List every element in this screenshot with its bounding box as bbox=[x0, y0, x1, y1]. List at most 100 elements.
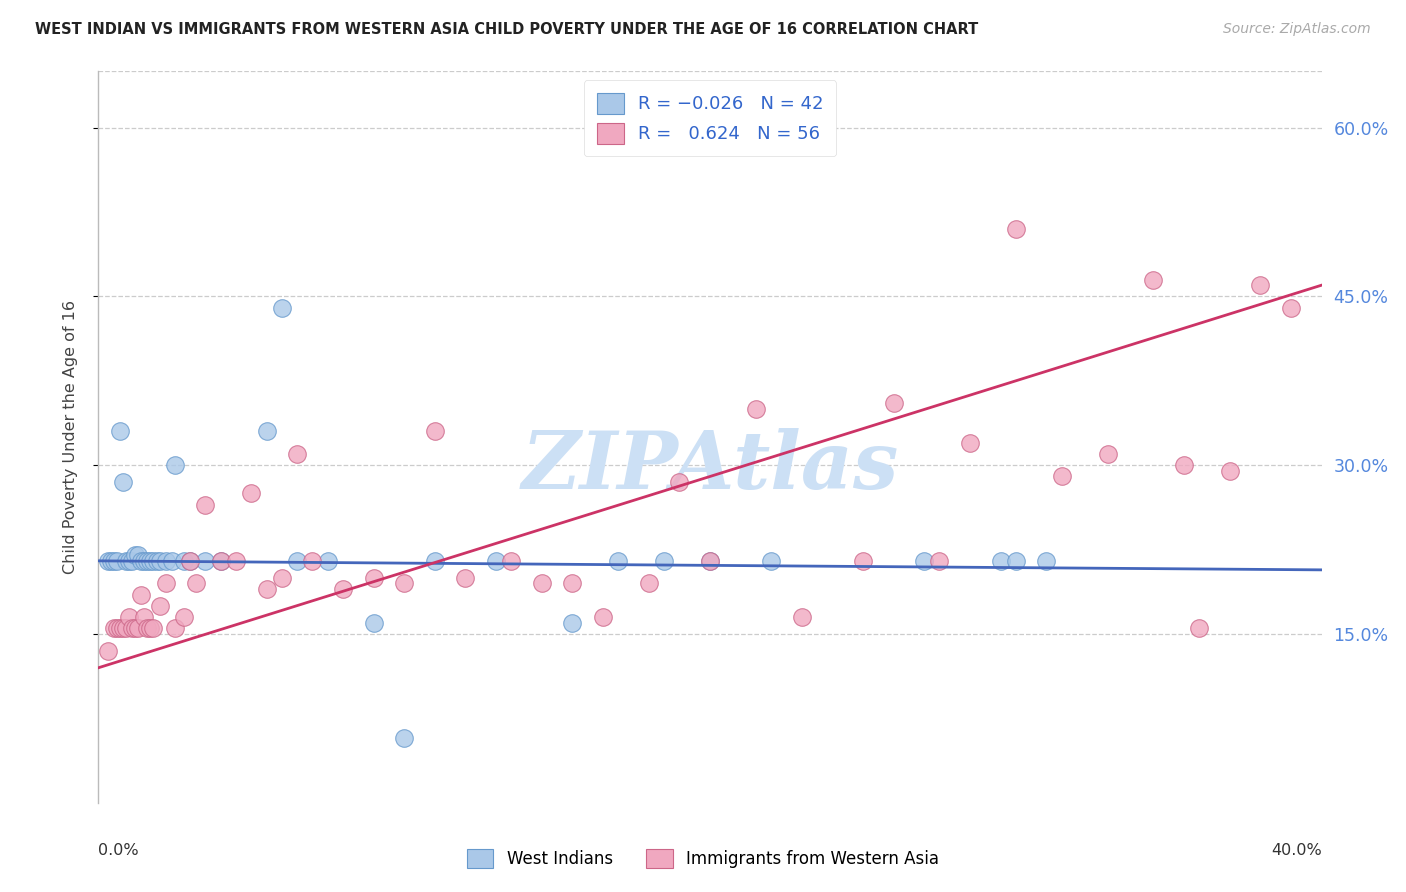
Point bbox=[179, 554, 201, 568]
Point bbox=[115, 621, 138, 635]
Point bbox=[142, 554, 165, 568]
Point bbox=[363, 571, 385, 585]
Point bbox=[105, 621, 128, 635]
Point bbox=[745, 401, 768, 416]
Point bbox=[103, 621, 125, 635]
Point bbox=[270, 301, 292, 315]
Point bbox=[127, 548, 149, 562]
Point bbox=[105, 554, 128, 568]
Text: ZIPAtlas: ZIPAtlas bbox=[522, 427, 898, 505]
Point bbox=[173, 610, 195, 624]
Point bbox=[129, 554, 152, 568]
Point bbox=[194, 498, 217, 512]
Text: 0.0%: 0.0% bbox=[98, 843, 139, 858]
Point bbox=[790, 610, 813, 624]
Legend: West Indians, Immigrants from Western Asia: West Indians, Immigrants from Western As… bbox=[460, 842, 946, 875]
Point bbox=[1004, 222, 1026, 236]
Point bbox=[699, 554, 721, 568]
Point bbox=[118, 610, 141, 624]
Point bbox=[136, 554, 159, 568]
Point bbox=[883, 396, 905, 410]
Text: 40.0%: 40.0% bbox=[1271, 843, 1322, 858]
Point bbox=[97, 644, 120, 658]
Point bbox=[1188, 621, 1211, 635]
Point bbox=[115, 554, 138, 568]
Point bbox=[759, 554, 782, 568]
Point bbox=[97, 554, 120, 568]
Point bbox=[179, 554, 201, 568]
Point bbox=[209, 554, 232, 568]
Point bbox=[285, 447, 308, 461]
Point bbox=[392, 731, 416, 745]
Point bbox=[124, 548, 146, 562]
Point bbox=[1173, 458, 1195, 473]
Point bbox=[454, 571, 477, 585]
Point bbox=[301, 554, 323, 568]
Point bbox=[423, 425, 446, 439]
Point bbox=[163, 458, 186, 473]
Text: WEST INDIAN VS IMMIGRANTS FROM WESTERN ASIA CHILD POVERTY UNDER THE AGE OF 16 CO: WEST INDIAN VS IMMIGRANTS FROM WESTERN A… bbox=[35, 22, 979, 37]
Point bbox=[149, 599, 172, 613]
Point bbox=[699, 554, 721, 568]
Point bbox=[912, 554, 935, 568]
Point bbox=[121, 621, 143, 635]
Point bbox=[194, 554, 217, 568]
Point bbox=[592, 610, 614, 624]
Point bbox=[637, 576, 661, 591]
Point bbox=[1050, 469, 1073, 483]
Point bbox=[485, 554, 508, 568]
Point bbox=[1004, 554, 1026, 568]
Point bbox=[561, 576, 583, 591]
Point bbox=[155, 554, 177, 568]
Point bbox=[270, 571, 292, 585]
Point bbox=[423, 554, 446, 568]
Point bbox=[124, 621, 146, 635]
Point bbox=[332, 582, 354, 596]
Point bbox=[134, 554, 156, 568]
Point bbox=[561, 615, 583, 630]
Point bbox=[186, 576, 208, 591]
Point bbox=[240, 486, 263, 500]
Point bbox=[1249, 278, 1271, 293]
Y-axis label: Child Poverty Under the Age of 16: Child Poverty Under the Age of 16 bbox=[63, 300, 77, 574]
Point bbox=[652, 554, 675, 568]
Point bbox=[145, 554, 167, 568]
Point bbox=[108, 621, 131, 635]
Point bbox=[1097, 447, 1119, 461]
Point bbox=[256, 425, 278, 439]
Point bbox=[134, 610, 156, 624]
Point bbox=[160, 554, 183, 568]
Point bbox=[149, 554, 172, 568]
Point bbox=[111, 475, 134, 489]
Point bbox=[501, 554, 523, 568]
Point bbox=[668, 475, 690, 489]
Point bbox=[959, 435, 981, 450]
Point bbox=[852, 554, 875, 568]
Point bbox=[173, 554, 195, 568]
Point bbox=[316, 554, 339, 568]
Point bbox=[1142, 272, 1164, 286]
Point bbox=[121, 554, 143, 568]
Point bbox=[129, 588, 152, 602]
Point bbox=[127, 621, 149, 635]
Point bbox=[607, 554, 630, 568]
Legend: R = −0.026   N = 42, R =   0.624   N = 56: R = −0.026 N = 42, R = 0.624 N = 56 bbox=[583, 80, 837, 156]
Point bbox=[928, 554, 950, 568]
Point bbox=[111, 621, 134, 635]
Point bbox=[530, 576, 553, 591]
Point bbox=[118, 554, 141, 568]
Point bbox=[1219, 464, 1241, 478]
Point bbox=[209, 554, 232, 568]
Point bbox=[163, 621, 186, 635]
Point bbox=[363, 615, 385, 630]
Point bbox=[225, 554, 247, 568]
Point bbox=[392, 576, 416, 591]
Point bbox=[1035, 554, 1057, 568]
Point bbox=[142, 621, 165, 635]
Point bbox=[103, 554, 125, 568]
Point bbox=[285, 554, 308, 568]
Point bbox=[139, 621, 162, 635]
Point bbox=[100, 554, 122, 568]
Point bbox=[136, 621, 159, 635]
Point bbox=[256, 582, 278, 596]
